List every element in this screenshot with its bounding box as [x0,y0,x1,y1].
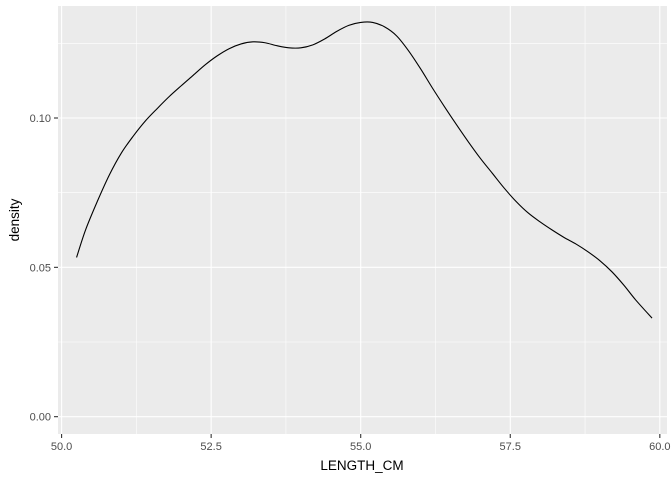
y-tick-label: 0.00 [30,412,51,424]
x-tick-label: 60.0 [649,441,670,453]
density-curve [76,21,653,319]
y-tick-label: 0.10 [30,113,51,125]
y-tick-label: 0.05 [30,262,51,274]
x-tick-label: 57.5 [500,441,521,453]
y-axis-title: density [7,198,22,241]
plot-panel [58,6,667,434]
x-tick-label: 50.0 [51,441,72,453]
x-axis-title: LENGTH_CM [320,458,403,473]
major-gridlines [58,6,667,434]
x-axis: 50.0 52.5 55.0 57.5 60.0 [51,434,671,453]
minor-gridlines [58,6,667,434]
x-tick-label: 55.0 [350,441,371,453]
y-axis: 0.00 0.05 0.10 [30,113,58,424]
x-tick-label: 52.5 [200,441,221,453]
